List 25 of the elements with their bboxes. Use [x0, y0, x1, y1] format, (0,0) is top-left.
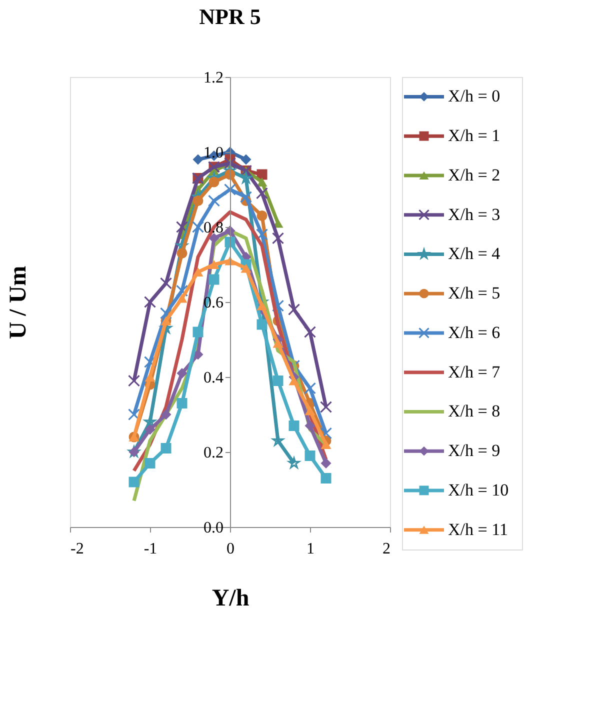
x-tick-label: -1 — [144, 540, 158, 558]
y-axis-title: U / Um — [6, 266, 32, 340]
legend-label: X/h = 6 — [448, 322, 500, 342]
y-tick-label: 0.0 — [204, 520, 224, 536]
legend-label: X/h = 1 — [448, 126, 500, 146]
legend-label: X/h = 5 — [448, 284, 500, 303]
legend-label: X/h = 4 — [448, 244, 501, 264]
chart-title: NPR 5 — [199, 4, 261, 29]
legend-label: X/h = 0 — [448, 86, 500, 106]
y-tick-label: 0.2 — [204, 444, 224, 462]
legend-label: X/h = 2 — [448, 165, 500, 184]
legend-label: X/h = 9 — [448, 441, 500, 460]
legend-label: X/h = 11 — [448, 520, 508, 539]
legend-label: X/h = 7 — [448, 362, 501, 382]
x-tick-label: -2 — [70, 540, 84, 558]
legend-label: X/h = 10 — [448, 480, 509, 500]
y-tick-label: 0.4 — [204, 370, 224, 386]
y-tick-label: 1.2 — [204, 70, 224, 86]
legend-label: X/h = 8 — [448, 402, 500, 421]
legend-label: X/h = 3 — [448, 204, 500, 224]
x-tick-label: 2 — [382, 540, 390, 558]
x-tick-label: 0 — [226, 540, 234, 558]
x-tick-label: 1 — [306, 540, 314, 558]
x-axis-title: Y/h — [212, 586, 250, 612]
y-tick-label: 1.0 — [204, 144, 224, 162]
